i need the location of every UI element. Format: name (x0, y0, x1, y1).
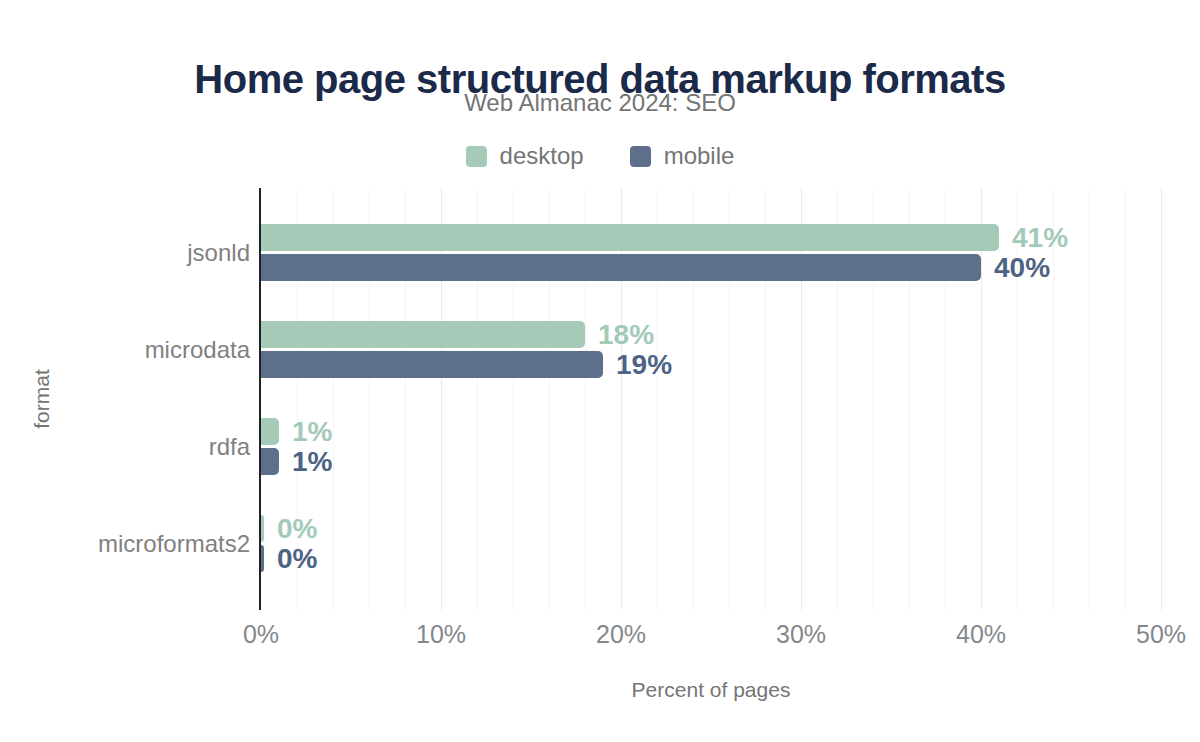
bar-group-microdata: microdata18%19% (261, 301, 1161, 398)
bar-rows: jsonld41%40%microdata18%19%rdfa1%1%micro… (261, 204, 1161, 592)
bar-mobile-microdata[interactable] (261, 351, 603, 378)
bar-desktop-microformats2[interactable] (261, 515, 264, 542)
value-label-desktop-rdfa: 1% (292, 418, 332, 446)
bar-mobile-microformats2[interactable] (261, 545, 264, 572)
value-label-desktop-microdata: 18% (598, 321, 654, 349)
x-tick-label: 0% (243, 620, 279, 649)
value-label-desktop-microformats2: 0% (277, 515, 317, 543)
legend: desktop mobile (0, 142, 1200, 170)
value-label-mobile-microformats2: 0% (277, 545, 317, 573)
bar-line-desktop: 18% (261, 321, 1161, 348)
bar-desktop-microdata[interactable] (261, 321, 585, 348)
category-label: rdfa (209, 433, 250, 461)
x-tick-label: 20% (596, 620, 646, 649)
x-axis-title: Percent of pages (261, 678, 1161, 702)
bar-group-rdfa: rdfa1%1% (261, 398, 1161, 495)
bar-line-desktop: 1% (261, 418, 1161, 445)
value-label-desktop-jsonld: 41% (1012, 224, 1068, 252)
legend-swatch-desktop-icon (466, 146, 487, 167)
bar-line-mobile: 0% (261, 545, 1161, 572)
legend-swatch-mobile-icon (630, 146, 651, 167)
x-tick-label: 10% (416, 620, 466, 649)
bar-group-microformats2: microformats20%0% (261, 495, 1161, 592)
bar-line-mobile: 40% (261, 254, 1161, 281)
bar-desktop-jsonld[interactable] (261, 224, 999, 251)
major-gridline (1161, 188, 1162, 610)
bar-line-mobile: 19% (261, 351, 1161, 378)
bar-line-desktop: 41% (261, 224, 1161, 251)
value-label-mobile-rdfa: 1% (292, 448, 332, 476)
category-label: jsonld (187, 239, 250, 267)
x-tick-label: 40% (956, 620, 1006, 649)
x-tick-label: 30% (776, 620, 826, 649)
value-label-mobile-microdata: 19% (616, 351, 672, 379)
plot-area: jsonld41%40%microdata18%19%rdfa1%1%micro… (261, 188, 1161, 610)
bar-mobile-rdfa[interactable] (261, 448, 279, 475)
bar-mobile-jsonld[interactable] (261, 254, 981, 281)
bar-desktop-rdfa[interactable] (261, 418, 279, 445)
bar-group-jsonld: jsonld41%40% (261, 204, 1161, 301)
bar-line-mobile: 1% (261, 448, 1161, 475)
legend-item-desktop: desktop (466, 142, 584, 170)
x-axis-ticks: 0%10%20%30%40%50% (261, 620, 1161, 650)
y-axis-title: format (30, 369, 54, 429)
legend-label-mobile: mobile (664, 142, 735, 170)
category-label: microformats2 (98, 530, 250, 558)
legend-item-mobile: mobile (630, 142, 735, 170)
value-label-mobile-jsonld: 40% (994, 254, 1050, 282)
bar-line-desktop: 0% (261, 515, 1161, 542)
x-tick-label: 50% (1136, 620, 1186, 649)
chart-subtitle: Web Almanac 2024: SEO (0, 89, 1200, 117)
category-label: microdata (145, 336, 250, 364)
legend-label-desktop: desktop (500, 142, 584, 170)
